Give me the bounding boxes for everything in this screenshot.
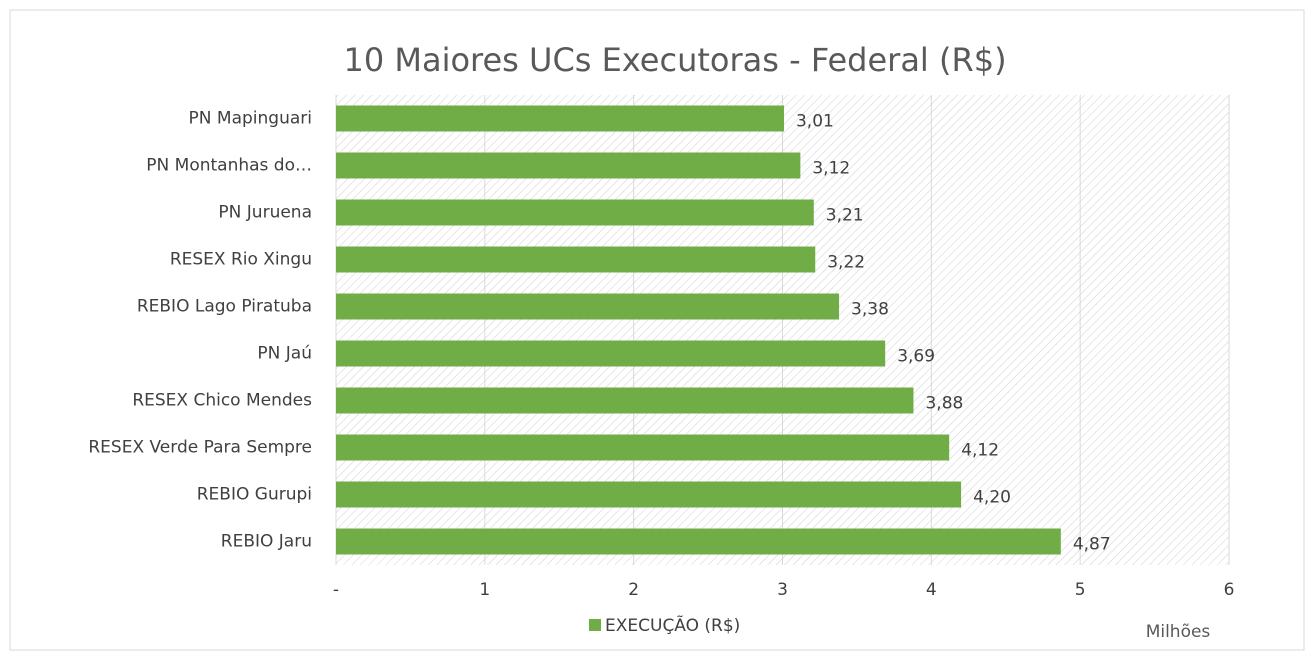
data-label: 3,69 <box>897 347 935 367</box>
data-label: 3,22 <box>827 253 865 273</box>
y-tick-label: REBIO Jaru <box>221 532 312 552</box>
bar <box>336 152 801 179</box>
x-tick-label: - <box>333 580 339 600</box>
x-tick-label: 5 <box>1075 580 1086 600</box>
bar <box>336 340 886 367</box>
data-label: 3,88 <box>925 394 963 414</box>
legend-label: EXECUÇÃO (R$) <box>605 614 740 636</box>
bar <box>336 528 1061 555</box>
legend-swatch <box>589 619 601 631</box>
y-tick-label: REBIO Gurupi <box>197 485 312 505</box>
y-tick-label: PN Juruena <box>218 203 312 223</box>
x-tick-label: 2 <box>628 580 639 600</box>
x-tick-label: 6 <box>1224 580 1235 600</box>
x-tick-label: 1 <box>479 580 490 600</box>
bar <box>336 199 814 226</box>
axis-unit-label: Milhões <box>1146 622 1211 642</box>
bar <box>336 246 816 273</box>
x-tick-label: 3 <box>777 580 788 600</box>
bar <box>336 481 962 508</box>
data-label: 3,12 <box>812 159 850 179</box>
bar <box>336 387 914 414</box>
x-tick-label: 4 <box>926 580 937 600</box>
data-label: 3,21 <box>826 206 864 226</box>
bar <box>336 105 784 132</box>
y-tick-label: PN Jaú <box>257 344 312 364</box>
data-label: 3,38 <box>851 300 889 320</box>
y-tick-label: REBIO Lago Piratuba <box>137 297 312 317</box>
data-label: 3,01 <box>796 112 834 132</box>
bar <box>336 293 840 320</box>
data-label: 4,12 <box>961 441 999 461</box>
y-tick-label: PN Montanhas do… <box>146 156 312 176</box>
data-label: 4,87 <box>1073 535 1111 555</box>
y-tick-label: RESEX Chico Mendes <box>132 391 312 411</box>
data-label: 4,20 <box>973 488 1011 508</box>
y-tick-label: RESEX Verde Para Sempre <box>88 438 312 458</box>
y-tick-label: PN Mapinguari <box>189 109 312 129</box>
chart-title: 10 Maiores UCs Executoras - Federal (R$) <box>343 41 1006 79</box>
y-tick-label: RESEX Rio Xingu <box>170 250 312 270</box>
bar <box>336 434 950 461</box>
